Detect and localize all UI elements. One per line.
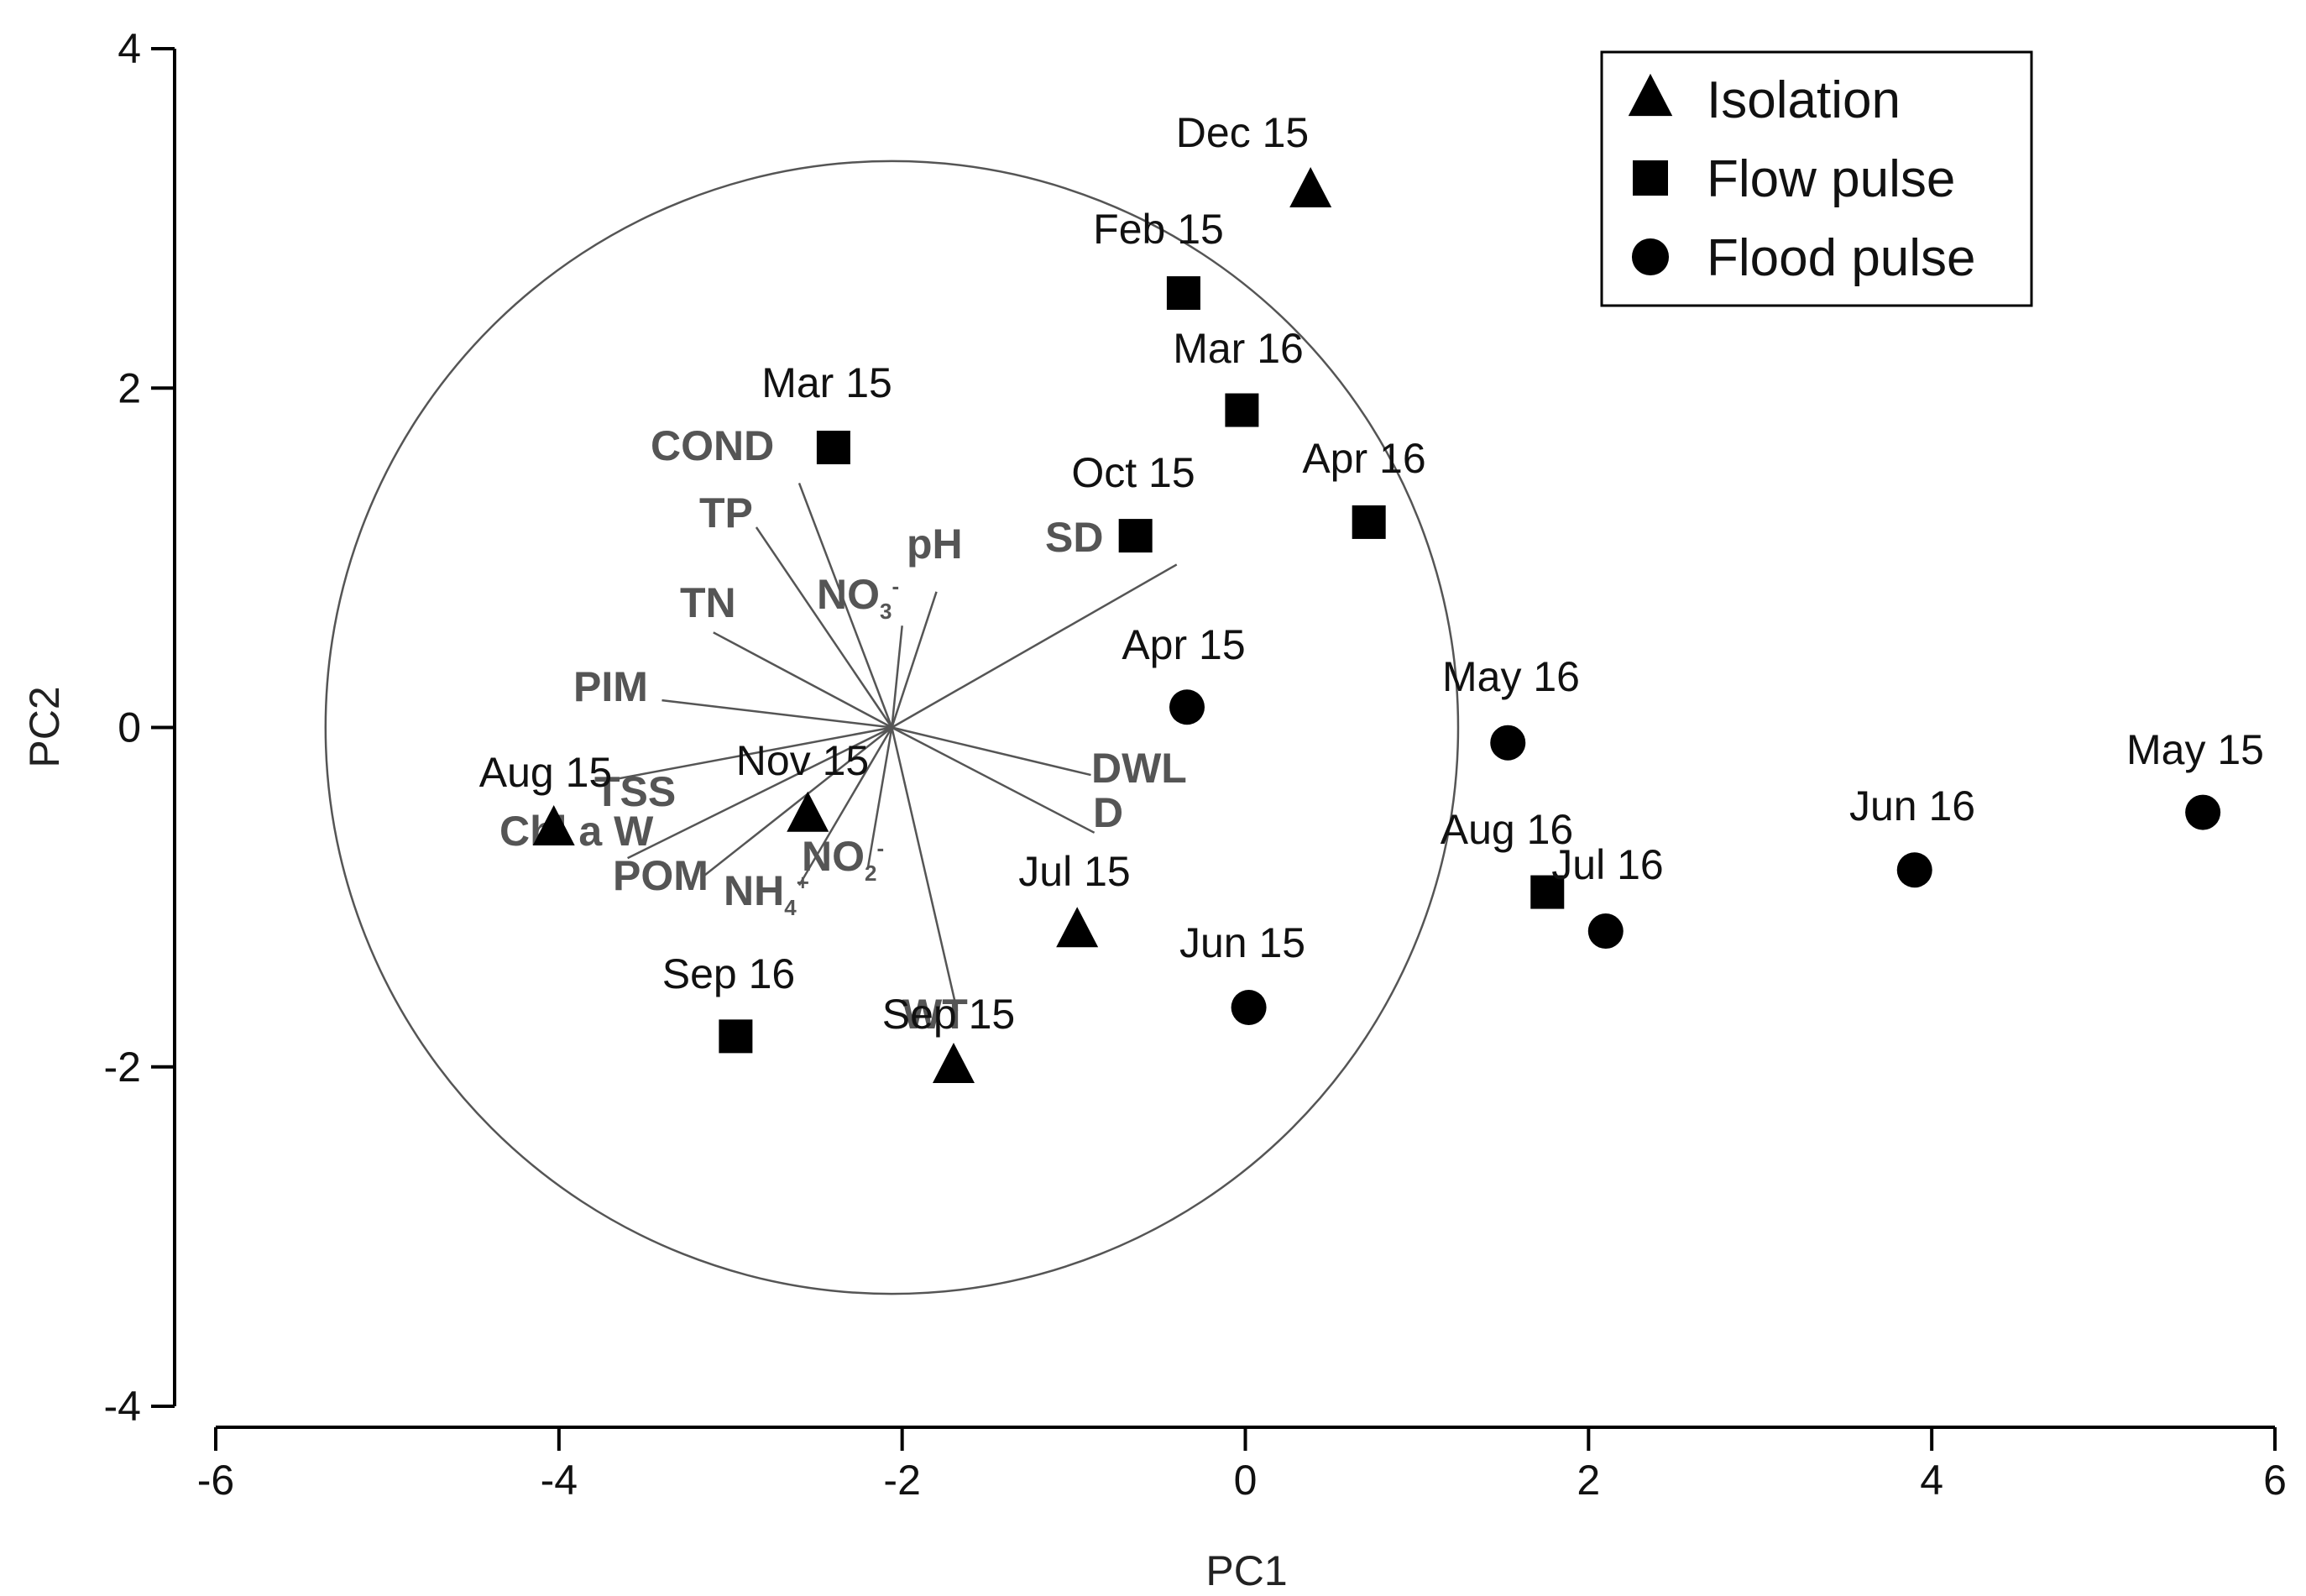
- x-axis-title: PC1: [1205, 1547, 1287, 1592]
- point-circle: [1490, 725, 1526, 761]
- x-tick-label: 6: [2263, 1457, 2287, 1504]
- point-label: Nov 15: [736, 737, 869, 784]
- point-label: Dec 15: [1176, 109, 1309, 156]
- loading-vector-label: PIM: [573, 663, 648, 710]
- loading-vector-8: [891, 726, 1095, 834]
- loading-vector-label: D: [1093, 789, 1123, 836]
- legend-box: [1600, 50, 2033, 307]
- loading-vector-label: Chl a W: [499, 808, 654, 855]
- point-square: [1530, 875, 1565, 909]
- correlation-circle: [324, 160, 1460, 1295]
- point-label: Jun 15: [1179, 919, 1305, 966]
- point-label: Sep 16: [662, 950, 795, 997]
- point-triangle: [932, 1042, 975, 1083]
- point-label: Jun 16: [1849, 782, 1975, 829]
- y-tick-label: -4: [104, 1383, 141, 1430]
- loading-vector-9: [609, 726, 892, 782]
- legend-marker-circle: [1631, 238, 1670, 276]
- loading-vector-10: [627, 726, 892, 860]
- point-circle: [2185, 794, 2221, 830]
- loading-vector-label: SD: [1045, 514, 1103, 561]
- point-triangle: [1289, 166, 1332, 207]
- y-tick-label: 4: [118, 25, 141, 72]
- y-tick-label: -2: [104, 1044, 141, 1091]
- loading-vector-label: COND: [651, 422, 774, 469]
- point-square: [719, 1019, 753, 1054]
- point-label: Apr 16: [1302, 435, 1425, 482]
- x-tick-label: 0: [1234, 1457, 1258, 1504]
- loading-vector-3: [891, 563, 1178, 729]
- loading-vector-label-subscript: 2: [865, 861, 876, 886]
- legend-entry-label: Flow pulse: [1707, 150, 1955, 208]
- loading-vector-label-subscript: 4: [784, 895, 797, 920]
- legend-marker-square: [1633, 160, 1668, 196]
- x-tick-label: -6: [197, 1457, 234, 1504]
- loading-vector-label: TN: [680, 579, 736, 626]
- point-label: Feb 15: [1093, 206, 1224, 253]
- loading-vector-label: NO3-: [817, 571, 899, 624]
- loading-vector-2: [891, 591, 938, 728]
- point-square: [1352, 505, 1386, 539]
- loading-vector-12: [797, 726, 893, 887]
- point-square: [1225, 393, 1259, 427]
- loading-vector-1: [755, 526, 893, 729]
- loading-vector-7: [892, 726, 1091, 777]
- loading-vector-label: POM: [613, 852, 709, 899]
- loading-vector-5: [713, 631, 892, 729]
- loading-vector-label: WT: [902, 991, 968, 1038]
- point-circle: [1587, 913, 1624, 950]
- legend-entry-label: Isolation: [1707, 71, 1901, 129]
- point-label: Apr 15: [1122, 621, 1245, 668]
- point-label: Jul 15: [1018, 848, 1130, 895]
- point-label: Sep 15: [882, 991, 1015, 1038]
- x-tick-label: -4: [541, 1457, 578, 1504]
- x-tick-label: 4: [1920, 1457, 1943, 1504]
- point-square: [816, 430, 850, 464]
- point-label: May 15: [2126, 726, 2264, 773]
- x-tick-label: 2: [1577, 1457, 1600, 1504]
- loading-vector-0: [797, 482, 893, 728]
- point-triangle: [787, 791, 829, 832]
- loading-vector-label-superscript: +: [797, 870, 809, 895]
- point-square: [1118, 519, 1153, 553]
- point-label: Mar 15: [761, 359, 892, 406]
- loading-vector-6: [661, 699, 892, 729]
- loading-vector-4: [891, 625, 903, 728]
- loading-vector-label: DWL: [1091, 745, 1187, 792]
- point-triangle: [532, 804, 575, 845]
- point-label: Jul 16: [1551, 841, 1663, 888]
- loading-vector-label: pH: [907, 521, 963, 568]
- x-tick-label: -2: [883, 1457, 920, 1504]
- loading-vector-label-superscript: -: [876, 835, 884, 861]
- legend-marker-triangle: [1628, 73, 1673, 117]
- loading-vector-label-superscript: -: [892, 573, 899, 599]
- point-circle: [1169, 689, 1205, 725]
- legend-entry-label: Flood pulse: [1707, 229, 1976, 287]
- point-triangle: [1056, 907, 1099, 948]
- point-label: Mar 16: [1173, 325, 1304, 372]
- point-label: Oct 15: [1071, 449, 1195, 496]
- y-axis-title: PC2: [21, 686, 68, 767]
- loading-vector-label-subscript: 3: [880, 599, 892, 624]
- point-label: Aug 16: [1441, 806, 1573, 853]
- point-circle: [1896, 852, 1932, 888]
- loading-vector-14: [891, 727, 959, 1012]
- y-tick-label: 2: [118, 364, 141, 411]
- y-tick-label: 0: [118, 704, 141, 751]
- loading-vector-11: [703, 726, 893, 876]
- point-square: [1166, 276, 1200, 311]
- point-label: Aug 15: [479, 749, 612, 796]
- loading-vector-label: TSS: [594, 768, 676, 815]
- loading-vector-label: NH4+: [724, 867, 809, 920]
- loading-vector-13: [866, 727, 893, 869]
- point-label: May 16: [1442, 653, 1580, 700]
- point-circle: [1231, 990, 1267, 1026]
- loading-vector-label: TP: [699, 489, 753, 536]
